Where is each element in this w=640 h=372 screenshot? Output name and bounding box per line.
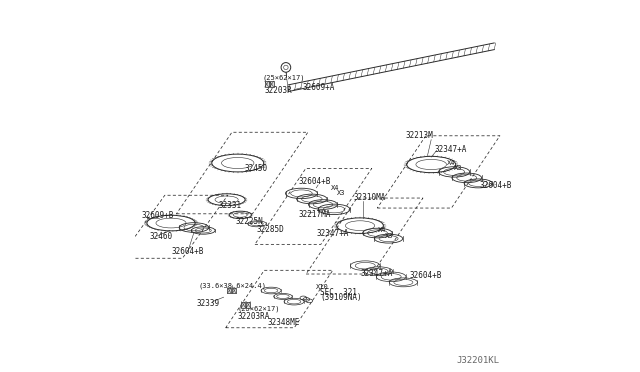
Bar bbox=[246, 302, 250, 308]
Text: 32213M: 32213M bbox=[405, 131, 433, 141]
Text: (25×62×17): (25×62×17) bbox=[263, 74, 305, 81]
Text: 32348ME: 32348ME bbox=[268, 318, 300, 327]
Text: 32285D: 32285D bbox=[257, 225, 285, 234]
Text: 32604+B: 32604+B bbox=[410, 271, 442, 280]
Text: 32203R: 32203R bbox=[264, 86, 292, 95]
Text: 32347+A: 32347+A bbox=[360, 269, 392, 278]
Bar bbox=[227, 288, 231, 294]
Text: (39109NA): (39109NA) bbox=[320, 294, 362, 302]
Text: 32310MA: 32310MA bbox=[353, 193, 386, 202]
Bar bbox=[265, 81, 269, 87]
Text: 32460: 32460 bbox=[150, 232, 173, 241]
Text: 32203RA: 32203RA bbox=[237, 312, 270, 321]
Text: X3: X3 bbox=[454, 165, 463, 171]
Text: 32450: 32450 bbox=[244, 164, 267, 173]
Bar bbox=[241, 302, 245, 308]
Text: SEC. 321: SEC. 321 bbox=[320, 288, 357, 297]
Text: 32225N: 32225N bbox=[236, 217, 263, 226]
Text: J32201KL: J32201KL bbox=[457, 356, 500, 365]
Text: 32609+B: 32609+B bbox=[141, 211, 173, 220]
Text: X4: X4 bbox=[331, 185, 340, 191]
Text: 32331: 32331 bbox=[218, 201, 241, 210]
Text: 32609+A: 32609+A bbox=[303, 83, 335, 92]
Bar bbox=[232, 288, 236, 294]
Text: X3: X3 bbox=[385, 232, 394, 239]
Text: 32347+A: 32347+A bbox=[434, 145, 467, 154]
Text: (33.6×38.6×24.4): (33.6×38.6×24.4) bbox=[199, 282, 267, 289]
Text: X10: X10 bbox=[316, 284, 329, 290]
Text: 32339: 32339 bbox=[197, 299, 220, 308]
Bar bbox=[269, 81, 274, 87]
Text: X4: X4 bbox=[378, 227, 387, 234]
Text: X3: X3 bbox=[337, 190, 346, 196]
Text: 32347+A: 32347+A bbox=[316, 228, 349, 238]
Text: 32217MA: 32217MA bbox=[298, 210, 331, 219]
Text: 32604+B: 32604+B bbox=[172, 247, 204, 256]
Text: X4: X4 bbox=[447, 160, 455, 166]
Text: 32604+B: 32604+B bbox=[479, 181, 512, 190]
Text: (25×62×17): (25×62×17) bbox=[237, 306, 280, 312]
Text: 32604+B: 32604+B bbox=[298, 177, 331, 186]
